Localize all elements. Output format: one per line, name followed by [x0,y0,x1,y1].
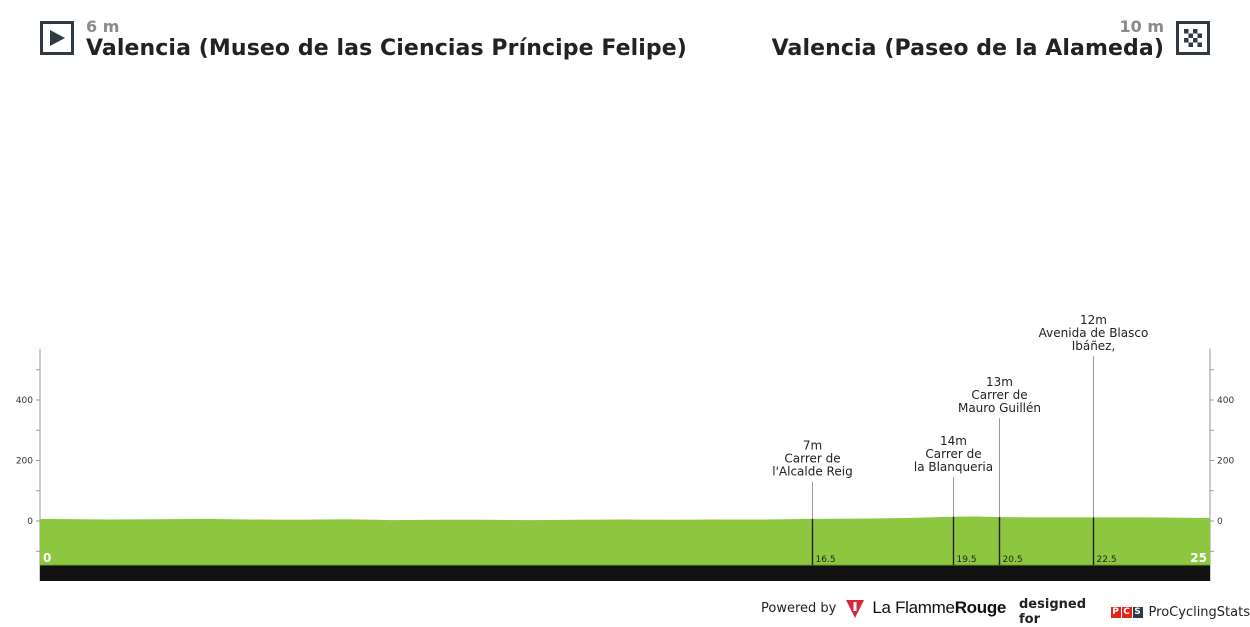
finish-location: Valencia (Paseo de la Alameda) [771,36,1164,61]
checkered-flag-icon [1176,21,1210,55]
start-location: Valencia (Museo de las Ciencias Príncipe… [86,36,687,61]
procyclingstats-link[interactable]: ProCyclingStats [1148,604,1250,620]
elevation-profile-area [40,516,1210,565]
pcs-letter-s: S [1132,606,1143,618]
poi-km-label: 19.5 [957,555,977,565]
y-tick-label-right: 0 [1217,517,1223,527]
poi-altitude-label: 13m [986,375,1013,389]
x-label-end: 25 [1190,551,1207,565]
y-tick-label-left: 200 [16,457,33,467]
play-icon [40,21,74,55]
poi-km-label: 22.5 [1097,555,1117,565]
poi-altitude-label: 14m [940,434,967,448]
brand-bold: Rouge [954,598,1007,617]
designed-for-label: designed for [1019,597,1086,627]
poi-name-label: Avenida de Blasco [1039,326,1149,340]
pcs-logo-icon: P C S [1110,606,1144,618]
pcs-letter-p: P [1110,606,1121,618]
poi-km-label: 20.5 [1003,555,1023,565]
poi-altitude-label: 12m [1080,313,1107,327]
la-flamme-rouge-brand[interactable]: La FlammeRouge [872,598,1006,618]
poi-name-label: Carrer de [784,452,840,466]
start-header: 6 m Valencia (Museo de las Ciencias Prín… [40,18,687,62]
poi-altitude-label: 7m [803,439,822,453]
y-tick-label-left: 400 [16,396,33,406]
poi-name-label: Carrer de [971,388,1027,402]
powered-by: Powered by La FlammeRouge [761,597,1006,619]
poi-name-label: Mauro Guillén [958,401,1041,415]
poi-name-label: l'Alcalde Reig [772,465,852,479]
x-label-start: 0 [43,551,51,565]
designed-for: designed for P C S ProCyclingStats [1019,597,1250,627]
start-altitude: 6 m [86,17,120,36]
poi-km-label: 16.5 [816,555,836,565]
y-tick-label-left: 0 [27,517,33,527]
brand-regular: La Flamme [872,598,955,617]
finish-altitude: 10 m [1119,17,1164,36]
finish-header: 10 m Valencia (Paseo de la Alameda) [772,18,1210,62]
poi-name-label: Ibáñez, [1072,339,1116,353]
pcs-letter-c: C [1121,606,1132,618]
poi-name-label: Carrer de [925,447,981,461]
poi-name-label: la Blanqueria [914,460,993,474]
y-tick-label-right: 200 [1217,457,1234,467]
distance-base-bar [40,565,1210,581]
la-flamme-rouge-logo-icon [846,600,865,618]
powered-by-label: Powered by [761,600,837,616]
y-tick-label-right: 400 [1217,396,1234,406]
